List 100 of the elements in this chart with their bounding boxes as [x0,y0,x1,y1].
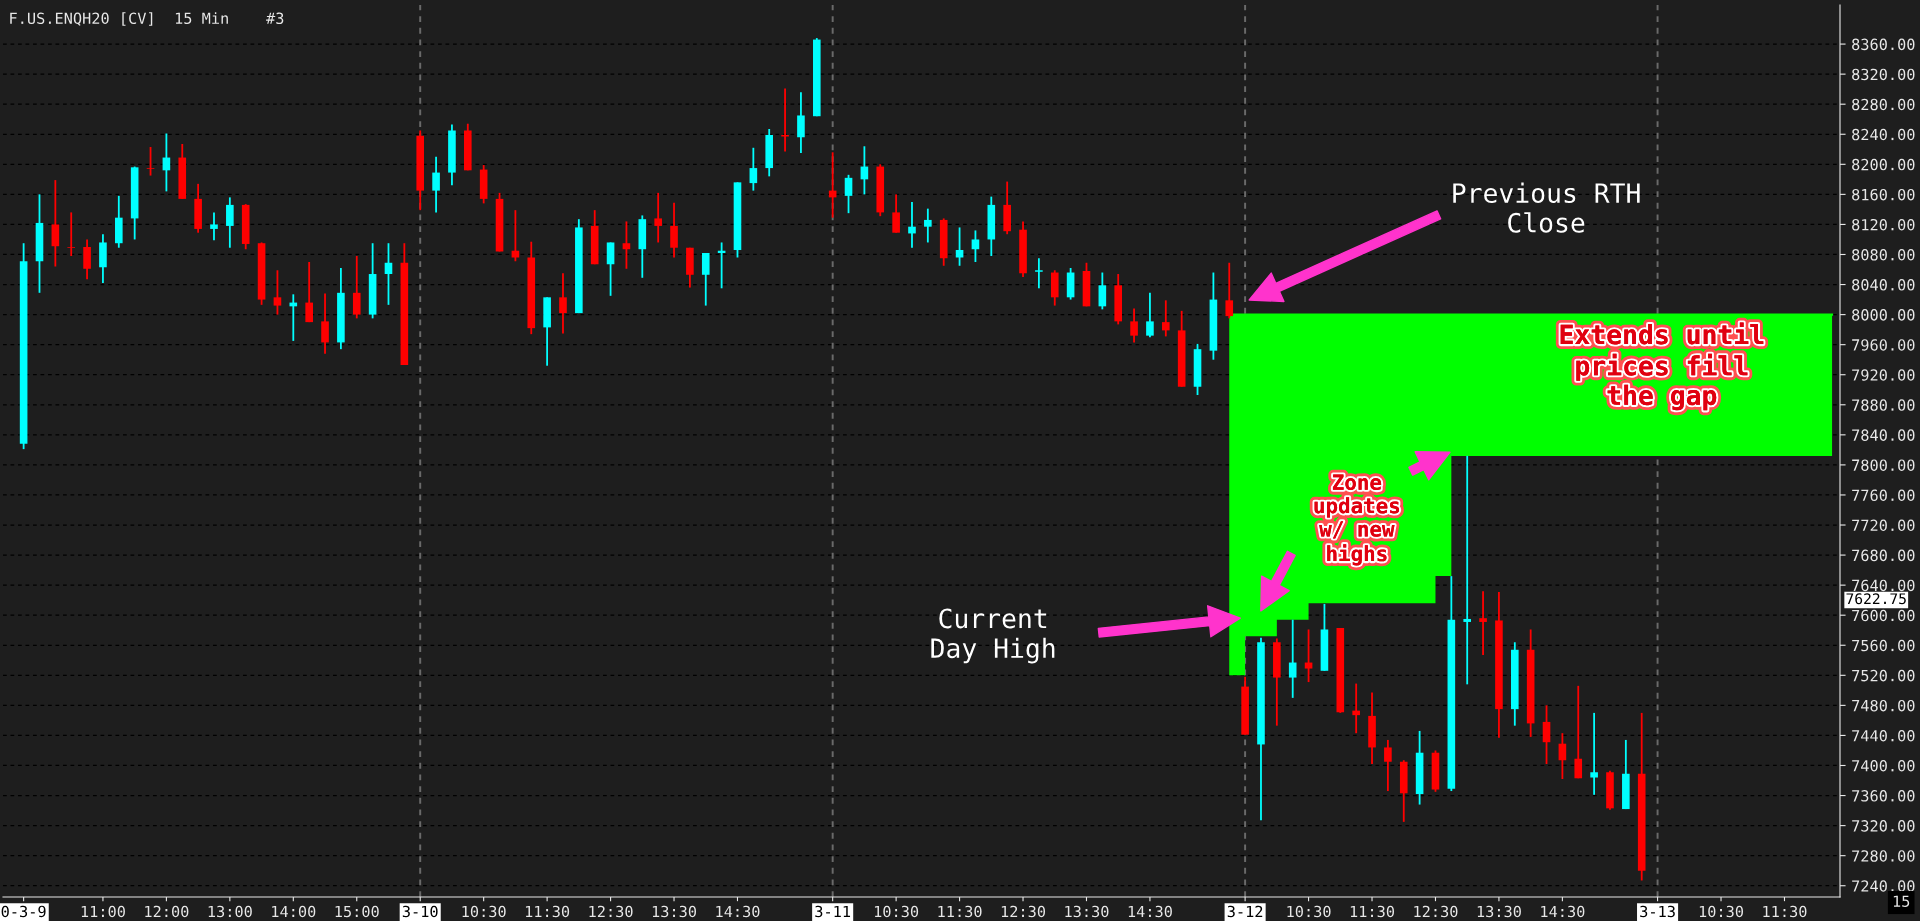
candlestick [1384,739,1392,792]
x-tick-label: 14:30 [1541,905,1585,918]
candlestick [559,272,567,335]
annotation: Previous RTH Close [1453,182,1640,233]
x-tick-label: 0-3-9 [1,905,46,918]
candlestick [892,193,900,234]
candlestick [1352,682,1360,735]
candlestick [908,200,916,249]
x-tick-label: 11:30 [525,905,570,918]
candlestick [1130,307,1138,344]
candlestick [352,255,361,320]
candlestick [797,91,805,154]
candlestick [844,173,853,215]
y-tick-label: 8080.00 [1852,249,1915,261]
candlestick [305,261,313,324]
y-tick-label: 7360.00 [1852,790,1915,802]
x-tick-label: 3-10 [402,905,438,918]
x-tick-label: 12:00 [145,905,189,918]
candlestick [654,191,662,244]
y-tick-label: 7600.00 [1852,609,1915,622]
candlestick [51,179,60,268]
candlestick [781,87,789,153]
y-tick-label: 7640.00 [1852,579,1915,592]
y-tick-label: 7760.00 [1852,489,1915,502]
y-tick-label: 7800.00 [1852,459,1915,471]
y-tick-label: 8360.00 [1852,38,1915,51]
x-tick-label: 13:30 [1477,905,1521,918]
candlestick [1542,704,1551,765]
x-tick-label: 14:30 [1128,905,1172,918]
candlestick [1225,261,1234,320]
candlestick [384,242,393,306]
y-tick-label: 8120.00 [1852,218,1915,231]
y-tick-label: 7400.00 [1852,760,1915,772]
candlestick [1161,299,1170,338]
text: 7622.75 [1846,593,1906,605]
x-tick-label: 12:30 [1001,905,1046,918]
y-tick-label: 7960.00 [1852,339,1915,351]
x-tick-label: 11:30 [1763,905,1807,918]
y-tick-label: 8160.00 [1852,188,1915,201]
y-tick-label: 7480.00 [1852,699,1915,712]
candlestick [749,146,758,192]
y-tick-label: 8240.00 [1852,128,1915,141]
text: 15 [1893,895,1910,907]
y-tick-label: 7920.00 [1852,369,1915,381]
candlestick [226,196,234,249]
candlestick [146,146,155,177]
candlestick [210,211,218,242]
candlestick [83,238,91,281]
x-tick-label: 11:00 [81,905,125,918]
y-tick-label: 7880.00 [1852,399,1915,411]
candlestick [971,229,980,263]
y-tick-label: 8200.00 [1852,158,1915,171]
x-tick-label: 15:00 [335,905,379,918]
y-tick-label: 8280.00 [1852,98,1915,111]
y-tick-label: 7440.00 [1852,729,1915,742]
candlestick [622,220,631,270]
candlestick [1590,711,1598,796]
candlestick [924,207,932,244]
x-tick-label: 3-12 [1227,905,1263,918]
candlestick [1463,454,1472,686]
y-tick-label: 8320.00 [1852,68,1915,81]
candlestick [432,155,440,214]
candlestick [1304,628,1313,683]
candlestick [1146,291,1154,339]
candlestick [321,292,329,355]
annotation: Current Day High [931,608,1055,664]
candlestick [1098,271,1107,311]
candlestick [701,252,710,307]
x-tick-label: 14:00 [272,905,316,918]
candlestick [1288,618,1297,699]
y-tick-label: 7240.00 [1852,880,1915,892]
y-tick-label: 7560.00 [1852,639,1915,652]
x-tick-label: 10:30 [462,905,506,918]
x-tick-label: 11:30 [1350,905,1395,918]
y-tick-label: 7680.00 [1852,549,1915,562]
x-tick-label: 3-13 [1640,905,1675,918]
candlestick [67,211,76,257]
candlestick [1479,590,1487,656]
y-tick-label: 7840.00 [1852,429,1915,441]
y-tick-label: 7520.00 [1852,669,1915,682]
x-tick-label: 11:30 [938,905,982,918]
y-tick-label: 8000.00 [1852,309,1915,321]
x-tick-label: 10:30 [874,905,919,918]
x-tick-label: 12:30 [589,905,633,918]
y-tick-label: 7280.00 [1852,850,1915,862]
x-tick-label: 13:30 [1065,905,1109,918]
candlestick [606,241,615,297]
x-tick-label: 12:30 [1414,905,1458,918]
x-tick-label: 10:30 [1699,905,1744,918]
y-tick-label: 7720.00 [1852,519,1915,532]
x-tick-label: 14:30 [716,905,760,918]
y-tick-label: 7320.00 [1852,820,1915,832]
candlestick [273,269,282,316]
x-tick-label: 13:30 [652,905,697,918]
x-tick-label: 10:30 [1287,905,1331,918]
x-tick-label: 13:00 [208,905,252,918]
candlestick [670,201,678,259]
candlestick [1035,257,1043,290]
annotation: Zone updates w/ new highs [1314,474,1400,566]
annotation: Extends until prices fill the gap [1560,322,1764,411]
